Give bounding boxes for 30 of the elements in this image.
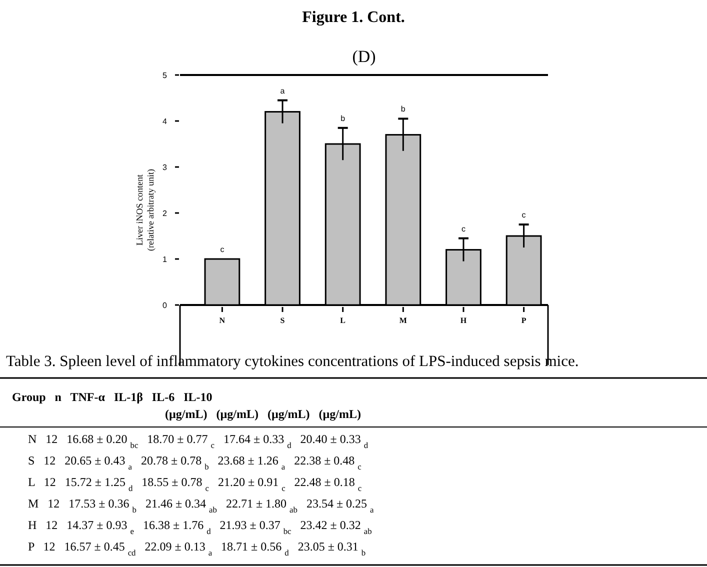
text: (µg/mL) (µg/mL) (µg/mL) (µg/mL) <box>165 407 361 421</box>
data-label: a <box>280 86 286 96</box>
text: S 12 20.65 ± 0.43 $_{a}$ 20.78 ± 0.78 $_{b}$ 23.68 ± 1.26 $_{a}$ 22.38 ± 0.48 $_{c}$ <box>28 454 362 471</box>
y-tick-label: 2 <box>162 209 168 218</box>
caption: Table 3. Spleen level of inflammatory cytokines concentrations of LPS-induced sepsis mice. <box>6 353 579 370</box>
x-tick-label: S <box>280 316 286 325</box>
caption: Figure 1. Cont. <box>302 9 405 26</box>
text: N 12 16.68 ± 0.20 $_{bc}$ 18.70 ± 0.77 $_{c}$ 17.64 ± 0.33 $_{d}$ 20.40 ± 0.33 $_{d}$ <box>28 432 369 450</box>
y-tick-label: 1 <box>162 255 168 264</box>
text: Group n TNF-α IL-1β IL-6 IL-10 <box>12 390 212 404</box>
text: P 12 16.57 ± 0.45 $_{cd}$ 22.09 ± 0.13 $_{a}$ 18.71 ± 0.56 $_{d}$ 23.05 ± 0.31 $_{b}$ <box>28 540 366 557</box>
x-tick-label: M <box>399 316 408 325</box>
data-label: b <box>400 104 406 114</box>
chart-title: (D) <box>352 47 376 66</box>
y-tick-label: 4 <box>162 117 168 126</box>
text: H 12 14.37 ± 0.93 $_{e}$ 16.38 ± 1.76 $_{d}$ 21.93 ± 0.37 $_{bc}$ 23.42 ± 0.32 $_{ab}$ <box>28 518 372 536</box>
y-axis-title: Liver iNOS content (relative arbitraty unit) <box>134 169 156 251</box>
x-tick-label: L <box>340 316 346 325</box>
data-label: c <box>461 224 466 234</box>
data-label: c <box>522 210 526 220</box>
x-tick-label: N <box>219 316 226 325</box>
x-tick-label: P <box>521 316 526 325</box>
y-tick-label: 0 <box>162 301 168 310</box>
x-tick-label: H <box>460 316 468 325</box>
y-tick-label: 3 <box>162 163 168 172</box>
text: M 12 17.53 ± 0.36 $_{b}$ 21.46 ± 0.34 $_{ab}$ 22.71 ± 1.80 $_{ab}$ 23.54 ± 0.25 $_{a}$ <box>28 496 374 514</box>
data-label: b <box>340 114 346 123</box>
y-tick-label: 5 <box>162 71 168 80</box>
data-label: c <box>220 245 224 254</box>
text: L 12 15.72 ± 1.25 $_{d}$ 18.55 ± 0.78 $_{c}$ 21.20 ± 0.91 $_{c}$ 22.48 ± 0.18 $_{c}$ <box>28 475 362 492</box>
